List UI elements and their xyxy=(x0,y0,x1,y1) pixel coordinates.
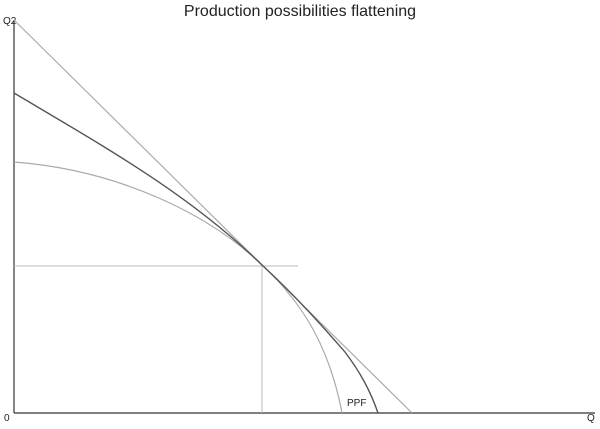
origin-label: 0 xyxy=(4,413,10,424)
x-axis-label: Q xyxy=(587,413,595,424)
title: Production possibilities flattening xyxy=(184,3,416,20)
flatter-curve xyxy=(13,92,379,414)
tangent-line xyxy=(13,19,413,414)
curve-label: PPF xyxy=(347,398,366,409)
y-axis-label: Q2 xyxy=(3,16,17,27)
